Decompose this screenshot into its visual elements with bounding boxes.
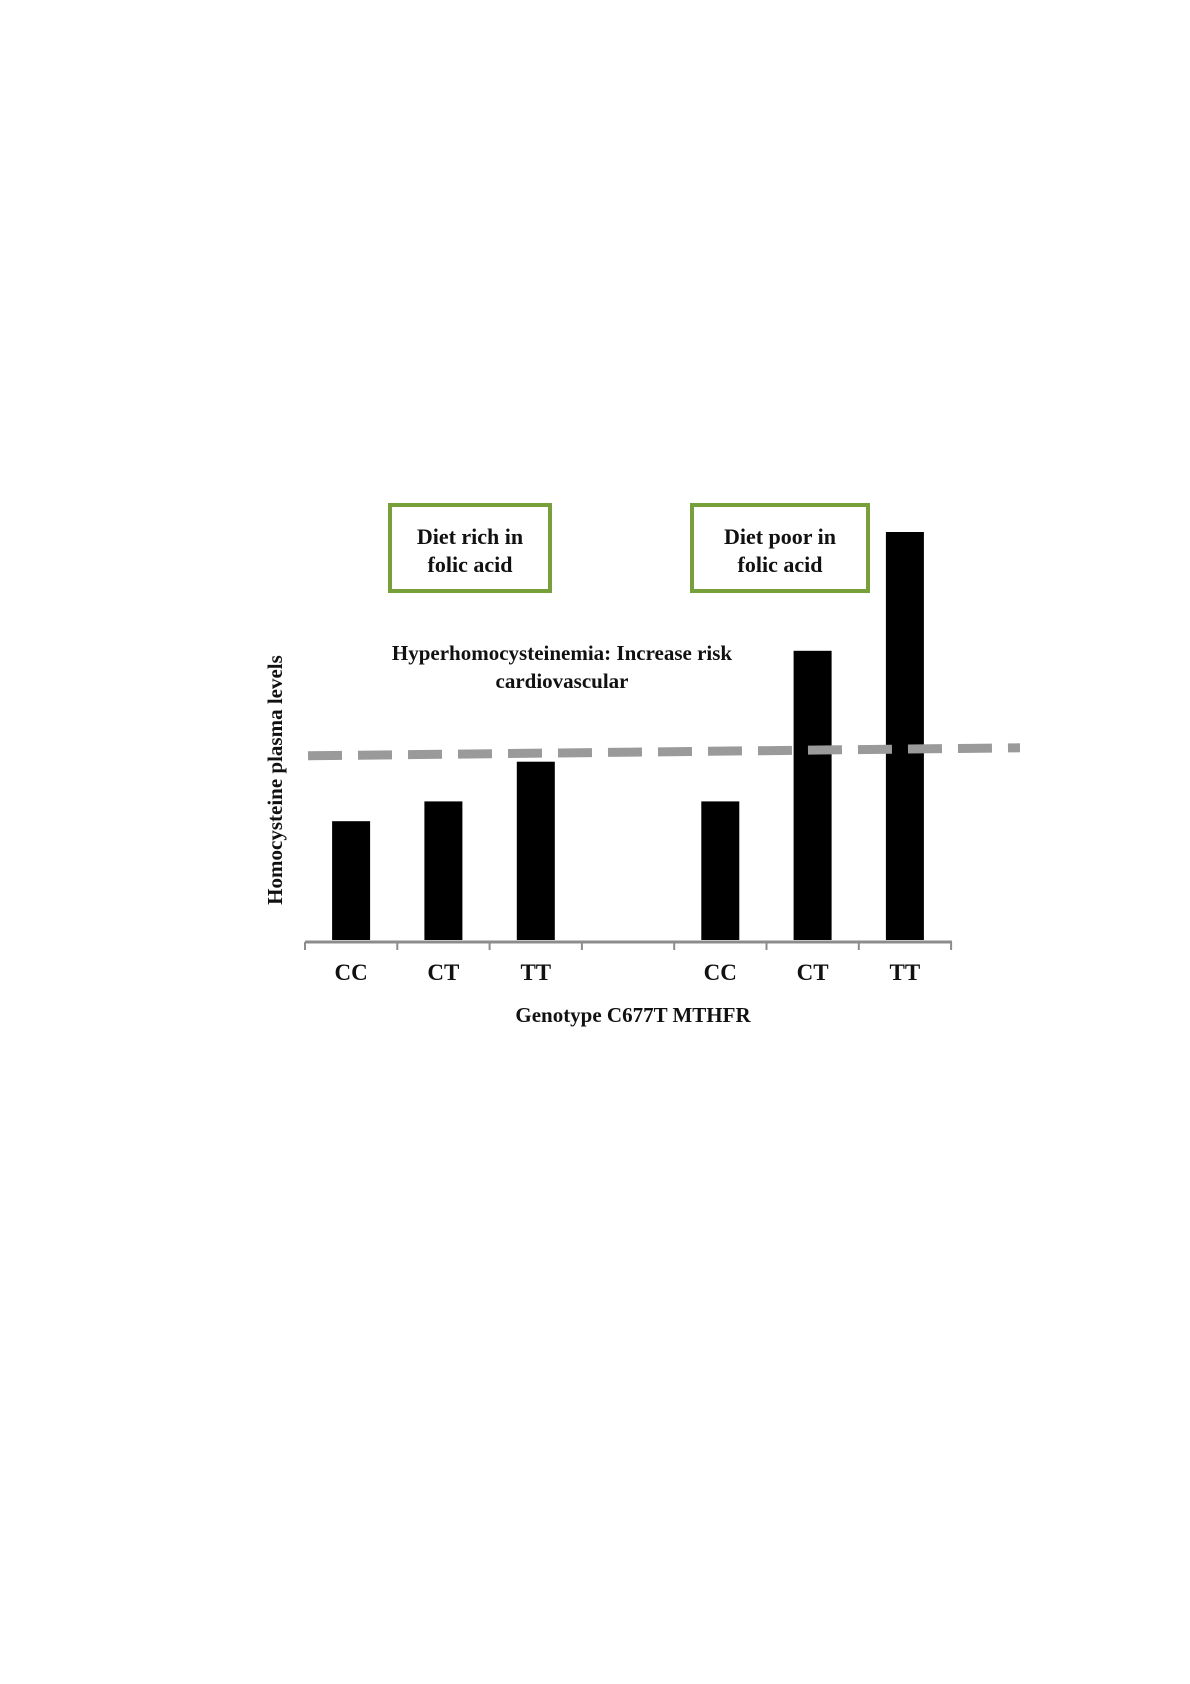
group-box-rich-line-2: folic acid xyxy=(428,552,513,577)
y-axis-title: Homocysteine plasma levels xyxy=(263,655,287,905)
x-tick-label-poor-tt: TT xyxy=(890,960,921,985)
bars-group xyxy=(332,532,924,940)
group-box-rich-frame xyxy=(388,503,552,593)
bar-rich-cc xyxy=(332,821,371,940)
x-tick-label-rich-cc: CC xyxy=(334,960,367,985)
bar-rich-ct xyxy=(424,801,463,940)
group-box-poor-line-1: Diet poor in xyxy=(724,524,836,549)
group-box-poor-line-2: folic acid xyxy=(738,552,823,577)
x-tick-label-poor-ct: CT xyxy=(797,960,829,985)
x-axis-title: Genotype C677T MTHFR xyxy=(515,1003,751,1027)
threshold-label-line-2: cardiovascular xyxy=(496,669,629,693)
threshold-label-line-1: Hyperhomocysteinemia: Increase risk xyxy=(392,641,733,665)
x-axis-labels: CC CT TT CC CT TT xyxy=(334,960,920,985)
x-tick-label-rich-tt: TT xyxy=(520,960,551,985)
bar-rich-tt xyxy=(516,761,555,940)
group-box-rich: Diet rich in folic acid xyxy=(388,503,552,593)
group-box-rich-line-1: Diet rich in xyxy=(417,524,523,549)
group-box-poor-frame xyxy=(690,503,870,593)
bar-poor-tt xyxy=(885,532,924,940)
x-axis-ticks xyxy=(304,942,953,950)
threshold-line xyxy=(307,743,1021,761)
x-tick-label-poor-cc: CC xyxy=(704,960,737,985)
bar-poor-cc xyxy=(701,801,740,940)
x-tick-label-rich-ct: CT xyxy=(427,960,459,985)
group-box-poor: Diet poor in folic acid xyxy=(690,503,870,593)
bar-poor-ct xyxy=(793,650,832,940)
